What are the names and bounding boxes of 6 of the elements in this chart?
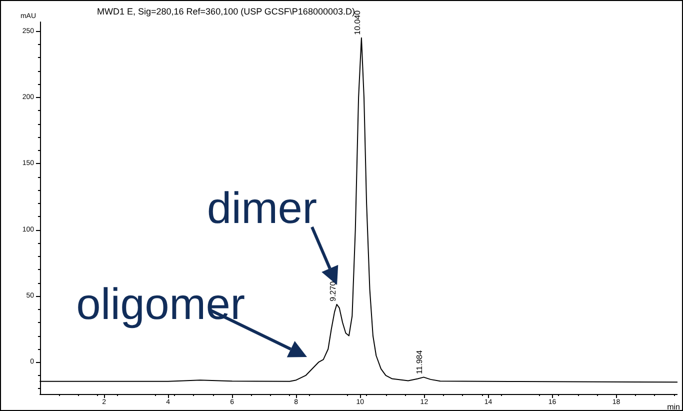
annotation: 9.270	[328, 280, 338, 302]
annotation: oligomer	[76, 280, 245, 329]
annotation: dimer	[206, 184, 317, 233]
annotation: 11.984	[415, 350, 424, 374]
x-axis-title: min	[667, 402, 680, 411]
chart-title: MWD1 E, Sig=280,16 Ref=360,100 (USP GCSF\P168000003.D)	[97, 6, 355, 16]
